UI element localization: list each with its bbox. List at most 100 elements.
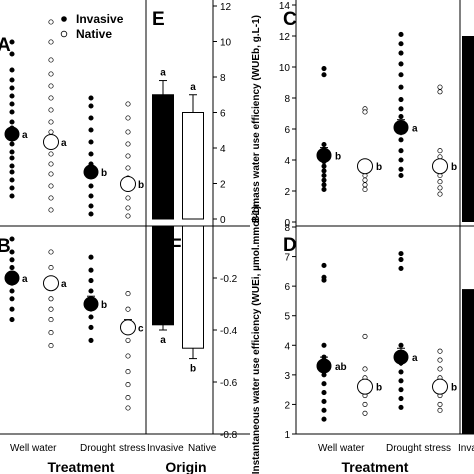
a-mean-native-1 [120,176,136,192]
c-y-tick-label-7: 14 [279,1,291,12]
d-y-tick-label-1: 2 [284,400,290,411]
c-point-invasive-1-6 [398,97,404,103]
origin-tick-native: Native [188,443,217,454]
c-point-invasive-0-11 [321,182,327,188]
origin-x-axis-title: Origin [165,459,206,474]
c-point-invasive-1-2 [398,50,404,56]
c-point-invasive-1-3 [398,61,404,67]
a-point-native-1-0 [125,101,131,107]
a-point-invasive-0-3 [9,77,15,83]
b-point-invasive-0-9 [9,317,15,323]
b-point-native-1-7 [125,395,131,401]
d-letter-invasive-0: ab [335,362,347,373]
f-y-tick-label-1: -0.4 [220,326,238,337]
y-axis-title-d: Instantaneous water use efficiency (WUEi… [251,206,262,474]
g-bar-0 [462,36,474,222]
c-point-invasive-1-14 [398,166,404,172]
a-point-invasive-0-13 [9,155,15,161]
right-tick-drought-stress: Drought stress [386,443,451,454]
a-point-native-1-10 [125,213,131,219]
c-mean-native-1 [432,158,448,175]
c-mean-invasive-1 [393,119,409,135]
a-point-invasive-0-14 [9,163,15,169]
a-point-native-0-8 [48,129,54,135]
a-point-invasive-1-3 [88,127,94,133]
b-point-native-1-6 [125,382,131,388]
e-y-tick-label-1: 2 [220,180,226,191]
c-point-invasive-1-15 [398,172,404,179]
b-letter-native-0: a [61,279,67,290]
b-point-native-1-1 [125,306,131,312]
c-y-tick-label-1: 2 [284,187,290,198]
left-tick-drought: Drought [80,443,116,454]
y-axis-title-c-line: Biomass water use efficiency (WUEb, g.L-… [251,15,262,223]
a-letter-native-0: a [61,138,67,149]
d-y-tick-label-5: 6 [284,282,290,293]
c-mean-invasive-0 [316,147,332,163]
b-point-invasive-1-2 [88,278,94,284]
a-point-native-0-6 [48,107,54,113]
d-point-invasive-1-8 [398,387,404,393]
e-bar-letter-1: a [190,82,196,93]
a-point-native-1-4 [125,153,131,159]
d-point-native-0-6 [362,410,368,416]
legend-native-marker [60,30,68,38]
e-y-tick-label-0: 0 [220,215,226,226]
y-axis-title-d-line: Instantaneous water use efficiency (WUEi… [251,206,262,474]
a-point-invasive-1-1 [88,103,94,109]
c-point-invasive-0-1 [321,72,327,78]
c-point-native-1-2 [437,148,443,154]
c-point-native-0-7 [362,182,368,188]
d-point-native-1-1 [437,357,443,363]
c-y-tick-label-5: 10 [279,63,291,74]
d-point-native-1-2 [437,366,443,372]
c-point-invasive-1-8 [398,114,404,120]
a-point-native-1-8 [125,195,131,201]
panel-letter-c: C [283,9,297,30]
d-point-native-1-6 [437,401,443,407]
b-point-invasive-1-0 [88,254,94,260]
c-letter-invasive-0: b [335,151,341,162]
c-y-tick-label-6: 12 [279,32,291,43]
d-y-tick-label-4: 5 [284,312,290,323]
a-point-native-1-2 [125,129,131,135]
c-point-native-1-9 [437,191,443,197]
b-point-invasive-1-1 [88,267,94,273]
c-letter-native-1: b [451,162,457,173]
b-point-native-0-1 [48,265,54,271]
panel-letter-d: D [283,235,297,256]
d-point-invasive-0-3 [321,342,327,348]
b-letter-invasive-0: a [22,274,28,285]
y-axis-title-c: Biomass water use efficiency (WUEb, g.L-… [251,15,262,223]
c-point-invasive-1-4 [398,72,404,78]
c-point-invasive-1-7 [398,106,404,112]
d-point-native-0-5 [362,401,368,407]
a-letter-invasive-0: a [22,130,28,141]
a-point-invasive-0-11 [9,141,15,147]
c-point-native-0-1 [362,109,368,115]
b-mean-invasive-0 [4,270,20,286]
b-letter-native-1: c [138,323,144,334]
b-point-invasive-0-1 [9,249,15,255]
f-bar-1 [182,225,204,349]
b-point-native-0-6 [48,317,54,323]
a-point-native-0-2 [48,57,54,63]
b-point-native-0-0 [48,249,54,255]
d-y-tick-label-6: 7 [284,253,290,264]
a-point-invasive-0-6 [9,101,15,107]
b-point-invasive-0-7 [9,296,15,302]
panel-letter-e: E [152,9,165,30]
c-y-tick-label-2: 4 [284,156,290,167]
b-letter-invasive-1: b [101,300,107,311]
b-point-invasive-0-0 [9,236,15,242]
d-point-invasive-1-7 [398,378,404,384]
a-point-invasive-0-16 [9,177,15,183]
a-point-native-0-4 [48,83,54,89]
a-point-invasive-1-0 [88,95,94,101]
axes-layer: 024681012-0.2-0.4-0.6-0.8024681012141234… [0,0,474,441]
d-point-native-0-1 [362,366,368,372]
a-point-native-0-3 [48,71,54,77]
a-point-native-1-3 [125,141,131,147]
panel-letter-f: F [170,236,182,257]
